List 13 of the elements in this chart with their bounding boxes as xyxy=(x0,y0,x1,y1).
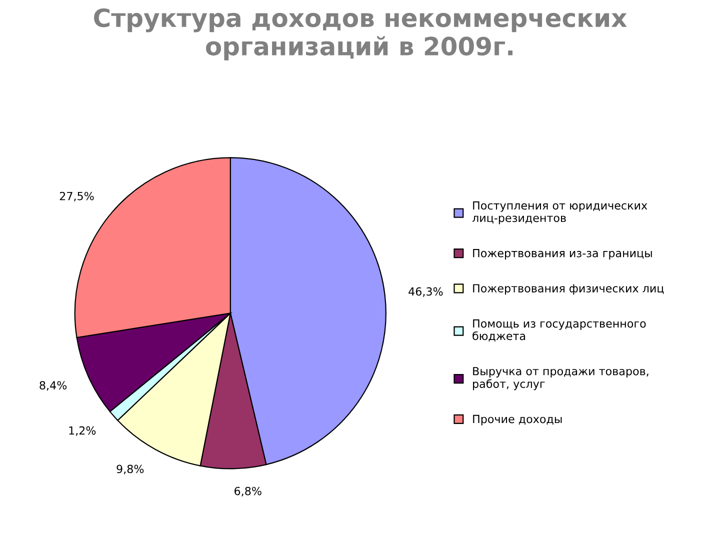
legend-label: Помощь из государственного бюджета xyxy=(472,319,646,342)
legend-label: Выручка от продажи товаров, работ, услуг xyxy=(473,367,648,390)
data-label: 1,2% xyxy=(69,426,96,436)
legend-label: Прочие доходы xyxy=(473,414,562,426)
data-label: 9,8% xyxy=(116,464,144,474)
data-label: 46,3% xyxy=(408,287,443,297)
data-label: 6,8% xyxy=(234,486,262,496)
legend-label: Пожертвования физических лиц xyxy=(473,284,664,295)
data-label: 8,4% xyxy=(40,381,67,391)
legend-label: Поступления от юридических лиц-резидентов xyxy=(472,201,648,224)
data-label: 27,5% xyxy=(60,192,94,202)
chart-title: Структура доходов некоммерческих организаций в 2009г. xyxy=(94,8,627,60)
legend-label: Пожертвования из-за границы xyxy=(473,249,652,260)
